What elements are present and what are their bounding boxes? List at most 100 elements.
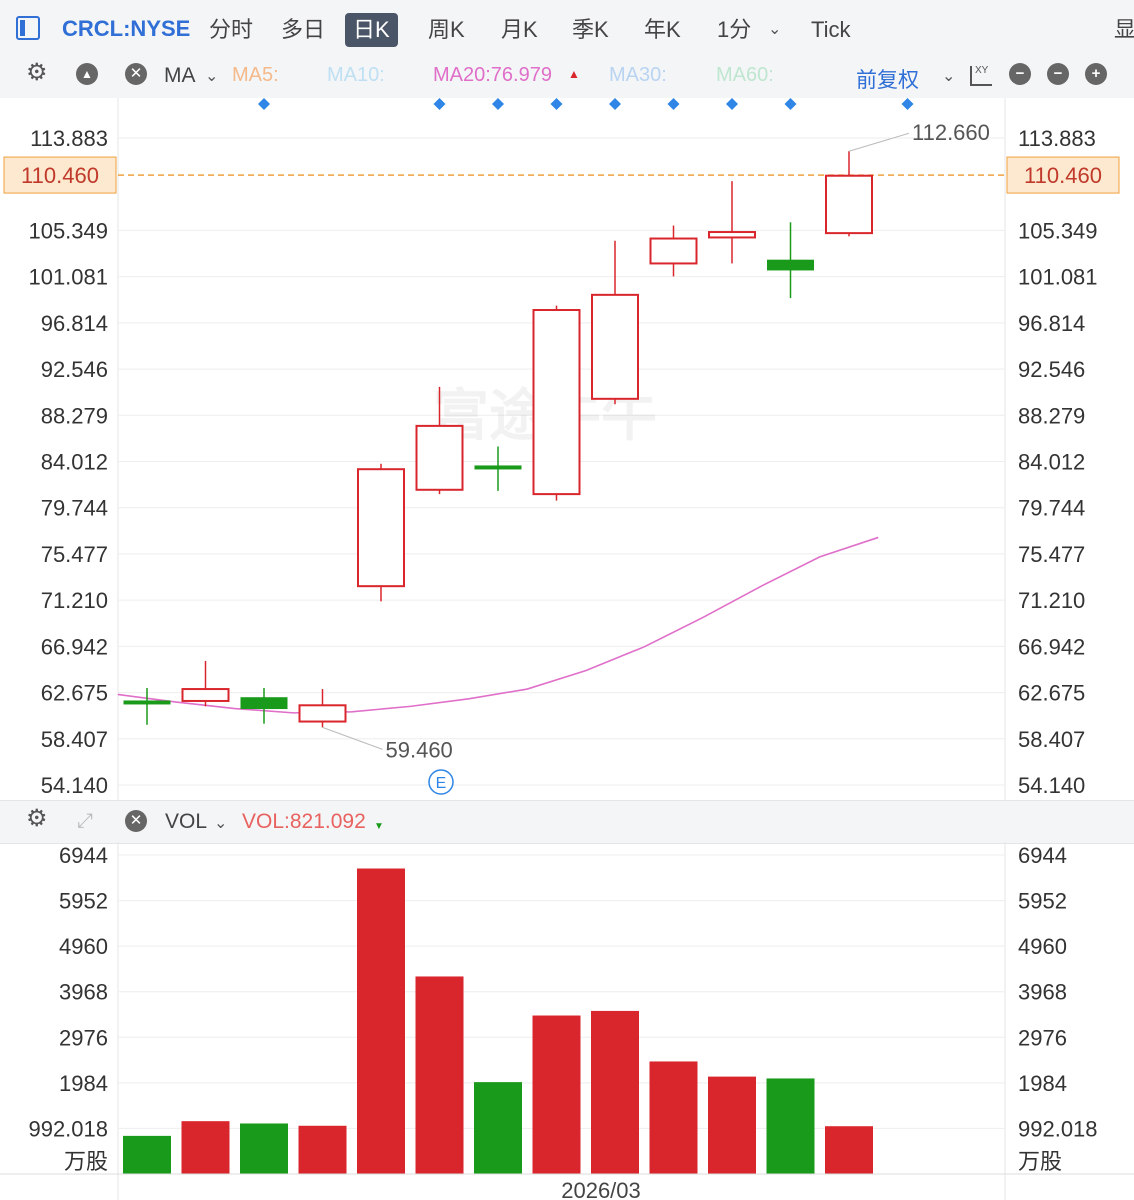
display-menu[interactable]: 显 — [1114, 17, 1134, 42]
candle-body — [474, 465, 522, 470]
y-tick-label-left: 79.744 — [41, 496, 108, 521]
vol-tick-label-right: 4960 — [1018, 934, 1067, 959]
ma60-label: MA60: — [716, 64, 774, 86]
chevron-down-icon[interactable]: ⌄ — [942, 68, 956, 85]
vol-tick-label-right: 3968 — [1018, 980, 1067, 1005]
candle-body — [825, 174, 873, 235]
high-leader-line — [848, 132, 910, 152]
y-tick-label-left: 66.942 — [41, 634, 108, 659]
y-tick-label-right: 66.942 — [1018, 634, 1085, 659]
ma20-up-arrow: ▲ — [568, 67, 580, 81]
vol-value-label: VOL:821.092 — [242, 810, 366, 833]
chevron-down-icon[interactable]: ⌄ — [205, 68, 219, 85]
volume-bar — [766, 1078, 815, 1174]
ma20-label: MA20:76.979 — [433, 64, 552, 86]
volume-bar — [240, 1123, 288, 1174]
zoom-in-icon[interactable]: + — [1085, 63, 1107, 85]
current-price-label-right: 110.460 — [1024, 163, 1102, 188]
tab-quarterly-k[interactable]: 季K — [572, 17, 609, 42]
vol-tick-label-right: 2976 — [1018, 1025, 1067, 1050]
vol-unit-left: 万股 — [64, 1149, 108, 1174]
vol-tick-label-right: 6944 — [1018, 843, 1067, 868]
tab-1min[interactable]: 1分 — [717, 17, 752, 42]
y-tick-label-right: 75.477 — [1018, 542, 1085, 567]
tab-daily-k[interactable]: 日K — [345, 13, 398, 47]
y-tick-label-right: 92.546 — [1018, 357, 1085, 382]
xy-axis-icon[interactable]: XY — [970, 66, 992, 86]
vol-tick-label-left: 6944 — [59, 843, 108, 868]
symbol-label[interactable]: CRCL:NYSE — [62, 16, 191, 41]
indicator-toolbar — [0, 58, 1134, 98]
y-tick-label-right: 62.675 — [1018, 681, 1085, 706]
tab-weekly-k[interactable]: 周K — [428, 17, 465, 42]
ma20-line — [117, 536, 879, 714]
event-diamond — [609, 98, 621, 110]
event-diamond — [901, 98, 914, 110]
event-diamond — [258, 98, 270, 110]
collapse-up-icon[interactable]: ▲ — [76, 63, 98, 85]
gear-icon[interactable]: ⚙ — [26, 59, 48, 86]
y-tick-label-right: 71.210 — [1018, 588, 1085, 613]
current-price-label-left: 110.460 — [21, 163, 99, 188]
tab-yearly-k[interactable]: 年K — [644, 17, 681, 42]
ma30-label: MA30: — [609, 64, 667, 86]
zoom-out-icon[interactable]: − — [1047, 63, 1069, 85]
tab-monthly-k[interactable]: 月K — [501, 17, 538, 42]
price-chart[interactable]: 113.883 113.883 105.349 105.349 101.081 101.0… — [0, 98, 1134, 800]
vol-tick-label-left: 4960 — [59, 934, 108, 959]
candle-body — [532, 309, 581, 496]
vol-tick-label-right: 1984 — [1018, 1071, 1067, 1096]
ma-indicator-label[interactable]: MA — [164, 64, 196, 87]
tab-multi-day[interactable]: 多日 — [281, 17, 326, 42]
vol-tick-label-left: 5952 — [59, 889, 108, 914]
candle-body — [298, 704, 347, 723]
event-diamond — [784, 98, 797, 110]
candle-body — [767, 259, 814, 271]
price-adjust-select[interactable]: 前复权 — [856, 69, 919, 92]
current-price-tag-left — [3, 156, 117, 194]
minus-icon[interactable]: − — [1009, 63, 1031, 85]
gear-icon[interactable]: ⚙ — [26, 805, 48, 832]
top-bar: CRCL:NYSE 分时 多日 日K 周K 月K 季K 年K 1分 ⌄ Tick… — [0, 0, 1134, 59]
y-tick-label-right: 54.140 — [1018, 773, 1085, 798]
vol-unit-right: 万股 — [1018, 1149, 1062, 1174]
vol-tick-label-left: 1984 — [59, 1071, 108, 1096]
ma10-label: MA10: — [327, 64, 385, 86]
candle-body — [415, 424, 464, 491]
tab-intraday[interactable]: 分时 — [209, 17, 254, 42]
current-price-tag-right — [1006, 156, 1120, 194]
panel-toggle-icon[interactable] — [16, 16, 40, 40]
vol-tick-label-left: 3968 — [59, 980, 108, 1005]
y-tick-label-left: 62.675 — [41, 681, 108, 706]
expand-icon[interactable]: ⤢ — [77, 810, 93, 832]
candle-body — [591, 293, 639, 400]
chevron-down-icon[interactable]: ⌄ — [768, 21, 782, 38]
high-price-annotation: 112.660 — [912, 120, 990, 145]
ma5-label: MA5: — [232, 64, 279, 86]
volume-bar — [415, 976, 464, 1174]
event-diamond — [492, 98, 504, 110]
down-arrow-icon: ▼ — [374, 821, 384, 832]
close-icon[interactable]: ✕ — [125, 810, 147, 832]
close-icon[interactable]: ✕ — [125, 63, 147, 85]
event-diamond — [433, 98, 446, 110]
candle-body — [123, 700, 171, 705]
candle-body — [357, 468, 405, 588]
volume-bar — [708, 1076, 756, 1174]
y-tick-label-right: 88.279 — [1018, 403, 1085, 428]
y-tick-label-right: 105.349 — [1018, 218, 1098, 243]
tab-tick[interactable]: Tick — [811, 17, 851, 42]
volume-bar — [532, 1015, 581, 1174]
y-tick-label-right: 96.814 — [1018, 311, 1085, 336]
chevron-down-icon[interactable]: ⌄ — [214, 815, 228, 832]
candle-body — [240, 697, 288, 710]
vol-tick-label-right: 5952 — [1018, 889, 1067, 914]
low-price-annotation: 59.460 — [386, 737, 453, 762]
y-tick-label-left: 88.279 — [41, 403, 108, 428]
y-tick-label-right: 113.883 — [1018, 126, 1096, 151]
volume-bar — [649, 1061, 698, 1174]
candle-body — [708, 231, 756, 239]
vol-indicator-label[interactable]: VOL — [165, 810, 208, 833]
earnings-marker-label: E — [436, 775, 447, 792]
volume-bar — [357, 868, 405, 1174]
